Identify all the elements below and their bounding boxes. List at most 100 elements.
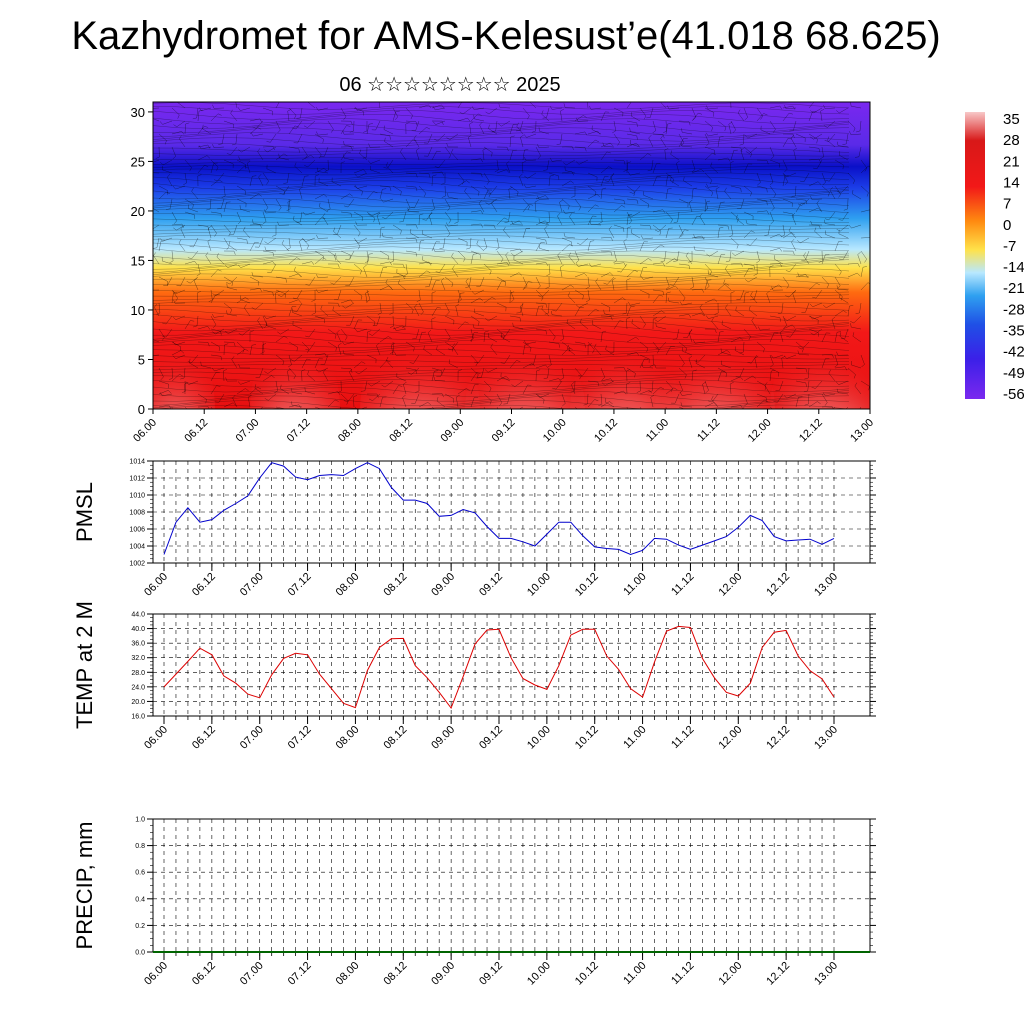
wind-barb <box>202 124 212 135</box>
wind-barb <box>571 186 576 198</box>
wind-barb <box>322 369 329 382</box>
wind-barb <box>353 169 367 174</box>
wind-barb <box>821 332 831 343</box>
wind-barb <box>407 207 420 213</box>
wind-barb <box>176 276 186 287</box>
wind-barb <box>764 382 771 395</box>
contour-line <box>153 227 850 231</box>
wind-barb <box>171 107 180 119</box>
wind-barb <box>690 276 694 290</box>
wind-barb <box>183 172 187 186</box>
wind-barb <box>171 289 178 302</box>
wind-barb <box>307 102 316 109</box>
wind-barb <box>322 213 329 226</box>
wind-barb <box>803 252 810 265</box>
contour-line <box>153 184 850 195</box>
wind-barb <box>452 343 459 356</box>
wind-barb <box>550 310 563 317</box>
wind-barb <box>200 361 212 369</box>
wind-barb <box>652 289 665 296</box>
wind-barb <box>669 276 680 286</box>
wind-barb <box>631 112 641 122</box>
contour-line <box>153 293 850 297</box>
wind-barb <box>235 102 238 109</box>
wind-barb <box>413 135 420 148</box>
wind-barb <box>513 255 524 265</box>
wind-barb <box>254 237 264 248</box>
wind-barb <box>560 328 564 342</box>
wind-barb <box>654 224 667 232</box>
wind-barb <box>839 293 849 304</box>
wind-barb <box>389 315 394 328</box>
wind-barb <box>212 144 225 148</box>
wind-barb <box>730 291 735 304</box>
wind-barb <box>249 175 257 187</box>
wind-barb <box>724 187 732 200</box>
wind-barb <box>622 302 628 315</box>
wind-barb <box>302 211 316 216</box>
wind-barb <box>376 212 381 226</box>
wind-barb <box>860 266 867 278</box>
wind-barb <box>561 347 573 356</box>
wind-barb <box>795 396 803 408</box>
wind-barb <box>180 225 186 239</box>
wind-barb <box>238 328 251 336</box>
wind-barb <box>444 393 455 403</box>
y-tick-label: 10 <box>131 303 145 318</box>
wind-barb <box>470 367 479 379</box>
wind-barb <box>496 393 503 406</box>
wind-barb <box>730 120 736 134</box>
wind-barb <box>561 237 572 246</box>
wind-barb <box>587 308 599 317</box>
wind-barb <box>509 135 515 148</box>
wind-barb <box>605 398 615 408</box>
wind-barb <box>571 381 576 395</box>
wind-barb <box>665 258 678 265</box>
wind-barb <box>705 105 719 110</box>
wind-barb <box>780 329 784 343</box>
wind-barb <box>210 113 222 122</box>
wind-barb <box>160 159 173 166</box>
x-tick-label: 12.00 <box>716 571 744 599</box>
wind-barb <box>162 328 173 338</box>
contour-line <box>153 250 850 261</box>
wind-barb <box>523 184 537 189</box>
wind-barb <box>440 277 446 291</box>
wind-barb <box>548 172 560 180</box>
wind-barb <box>197 393 207 404</box>
colorbar-label: -14 <box>1003 259 1024 276</box>
wind-barb <box>434 133 446 142</box>
wind-barb <box>667 297 680 304</box>
wind-barb <box>587 341 595 354</box>
wind-barb <box>535 146 541 160</box>
wind-barb <box>519 303 524 317</box>
wind-barb <box>363 264 368 278</box>
wind-barb <box>561 171 574 176</box>
wind-barb <box>647 159 654 172</box>
wind-barb <box>243 304 251 317</box>
wind-barb <box>457 117 471 122</box>
wind-barb <box>737 109 745 122</box>
wind-barb <box>782 324 796 330</box>
wind-barb <box>431 370 439 382</box>
wind-barb <box>340 151 351 161</box>
wind-barb <box>496 169 510 174</box>
wind-barb <box>213 172 225 182</box>
x-tick-label: 11.00 <box>621 571 648 598</box>
wind-barb <box>263 209 277 214</box>
wind-barb <box>476 276 485 287</box>
contour-line <box>153 259 850 270</box>
wind-barb <box>623 238 628 252</box>
wind-barb <box>730 146 743 152</box>
wind-barb <box>159 237 173 242</box>
wind-barb <box>831 316 836 330</box>
wind-barb <box>444 198 451 211</box>
wind-barb <box>769 369 776 382</box>
wind-barb <box>509 124 518 135</box>
wind-barb <box>724 265 732 278</box>
wind-barb <box>836 285 849 291</box>
wind-barb <box>522 227 531 239</box>
wind-barb <box>427 329 433 343</box>
wind-barb <box>519 173 524 187</box>
wind-barb <box>744 133 758 139</box>
